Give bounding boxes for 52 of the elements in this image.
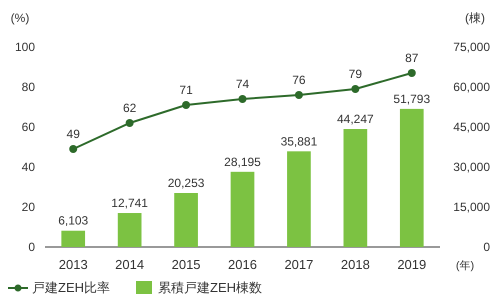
legend-label: 累積戸建ZEH棟数 — [158, 280, 262, 295]
data-label: 35,881 — [280, 134, 318, 148]
bar — [400, 108, 424, 247]
y2-tick-label: 75,000 — [453, 40, 490, 54]
data-label: 62 — [122, 101, 137, 115]
y2-tick-label: 30,000 — [453, 160, 490, 174]
point — [294, 91, 303, 99]
y-tick-label: 60 — [22, 120, 36, 134]
x-tick-label: 2013 — [58, 257, 88, 272]
x-axis-title: (年) — [456, 260, 474, 272]
y-tick-label: 20 — [22, 200, 36, 214]
x-tick-label: 2016 — [228, 257, 257, 272]
y-tick-label: 0 — [28, 240, 36, 254]
point — [69, 145, 78, 153]
data-label: 51,793 — [393, 92, 430, 106]
bar — [287, 151, 311, 247]
point — [182, 101, 190, 109]
data-label: 79 — [348, 67, 362, 81]
point — [126, 119, 134, 127]
y-tick-label: 40 — [22, 160, 36, 174]
x-tick-label: 2019 — [397, 257, 426, 272]
data-label: 49 — [66, 127, 80, 141]
y2-tick-label: 15,000 — [453, 200, 490, 214]
x-tick-label: 2015 — [172, 257, 201, 272]
data-label: 44,247 — [337, 112, 374, 126]
x-tick-label: 2014 — [115, 257, 144, 272]
data-label: 6,103 — [58, 214, 89, 228]
y2-tick-label: 60,000 — [453, 80, 490, 94]
y-tick-label: 80 — [22, 80, 36, 94]
data-label: 20,253 — [168, 176, 205, 190]
data-label: 71 — [179, 83, 194, 97]
data-label: 76 — [292, 73, 306, 87]
y2-tick-label: 0 — [483, 240, 490, 254]
x-tick-label: 2017 — [284, 257, 314, 272]
bar — [174, 192, 198, 247]
point — [351, 85, 360, 93]
point — [408, 69, 416, 77]
y-axis-title: (%) — [10, 11, 30, 25]
legend-label: 戸建ZEH比率 — [32, 280, 110, 295]
x-tick-label: 2018 — [340, 257, 370, 272]
data-label: 87 — [405, 51, 419, 65]
bar — [230, 172, 254, 247]
data-label: 12,741 — [111, 196, 148, 210]
data-label: 74 — [236, 77, 250, 91]
y2-axis-title: (棟) — [465, 11, 485, 25]
bar — [344, 129, 368, 247]
bar — [61, 230, 86, 247]
y2-tick-label: 45,000 — [453, 120, 490, 134]
point — [238, 95, 246, 103]
y-tick-label: 100 — [14, 40, 36, 54]
bar — [118, 213, 142, 247]
data-label: 28,195 — [224, 154, 262, 169]
